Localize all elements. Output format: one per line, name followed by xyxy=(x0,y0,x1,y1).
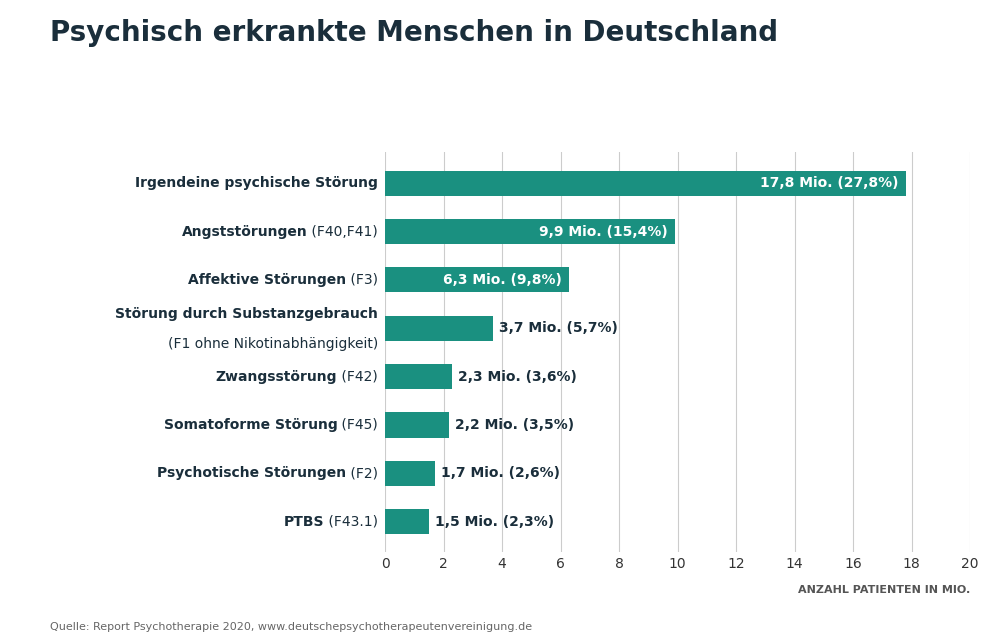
Text: Affektive Störungen: Affektive Störungen xyxy=(188,273,346,287)
Text: PTBS: PTBS xyxy=(284,515,324,529)
Text: (F1 ohne Nikotinabhängigkeit): (F1 ohne Nikotinabhängigkeit) xyxy=(168,337,378,351)
Text: 6,3 Mio. (9,8%): 6,3 Mio. (9,8%) xyxy=(443,273,562,287)
Text: Störung durch Substanzgebrauch: Störung durch Substanzgebrauch xyxy=(115,307,378,321)
Text: Quelle: Report Psychotherapie 2020, www.deutschepsychotherapeutenvereinigung.de: Quelle: Report Psychotherapie 2020, www.… xyxy=(50,622,532,632)
Text: (F45): (F45) xyxy=(337,418,378,432)
Text: (F42): (F42) xyxy=(337,370,378,384)
Text: Psychisch erkrankte Menschen in Deutschland: Psychisch erkrankte Menschen in Deutschl… xyxy=(50,19,778,47)
Text: 3,7 Mio. (5,7%): 3,7 Mio. (5,7%) xyxy=(499,321,618,335)
Text: (F2): (F2) xyxy=(346,466,378,480)
Text: Angststörungen: Angststörungen xyxy=(182,225,307,239)
Text: (F40,F41): (F40,F41) xyxy=(307,225,378,239)
Text: Zwangsstörung: Zwangsstörung xyxy=(216,370,337,384)
Text: 9,9 Mio. (15,4%): 9,9 Mio. (15,4%) xyxy=(539,225,667,239)
Text: 17,8 Mio. (27,8%): 17,8 Mio. (27,8%) xyxy=(760,176,898,190)
Text: 1,7 Mio. (2,6%): 1,7 Mio. (2,6%) xyxy=(441,466,560,480)
Bar xyxy=(385,412,449,438)
Text: 2,3 Mio. (3,6%): 2,3 Mio. (3,6%) xyxy=(458,370,577,384)
Text: (F3): (F3) xyxy=(346,273,378,287)
Text: 2,2 Mio. (3,5%): 2,2 Mio. (3,5%) xyxy=(455,418,574,432)
X-axis label: ANZAHL PATIENTEN IN MIO.: ANZAHL PATIENTEN IN MIO. xyxy=(798,585,970,595)
Text: Psychotische Störungen: Psychotische Störungen xyxy=(157,466,346,480)
Bar xyxy=(385,316,493,341)
Bar xyxy=(385,171,906,196)
Text: 1,5 Mio. (2,3%): 1,5 Mio. (2,3%) xyxy=(435,515,554,529)
Text: Somatoforme Störung: Somatoforme Störung xyxy=(164,418,337,432)
Bar xyxy=(385,364,452,389)
Text: Irgendeine psychische Störung: Irgendeine psychische Störung xyxy=(135,176,378,190)
Bar xyxy=(385,461,435,486)
Text: (F43.1): (F43.1) xyxy=(324,515,378,529)
Bar xyxy=(385,219,675,244)
Bar xyxy=(385,267,569,293)
Bar xyxy=(385,509,429,534)
